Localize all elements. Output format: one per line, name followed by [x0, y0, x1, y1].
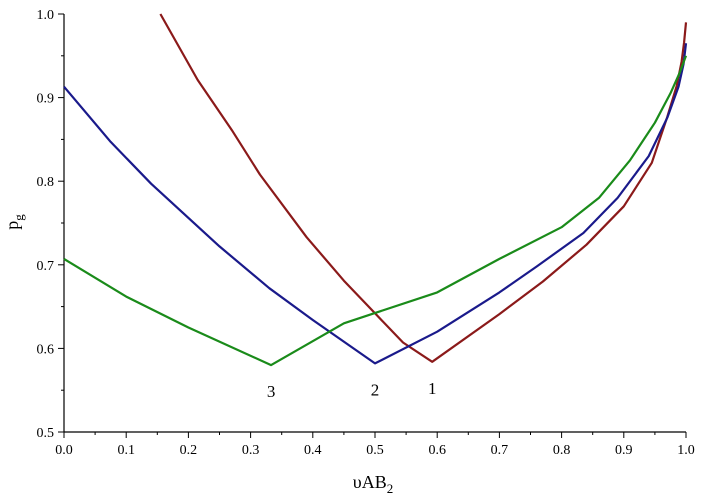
x-axis-title: υAB2 — [353, 472, 393, 496]
y-axis-title-main: p — [2, 221, 22, 230]
series-line-1 — [159, 13, 688, 363]
axis-titles: υAB2 pg — [2, 214, 393, 496]
x-tick-label: 0.4 — [304, 443, 322, 458]
y-tick-label: 0.8 — [37, 175, 55, 190]
x-tick-label: 0.3 — [242, 443, 260, 458]
y-tick-label: 0.6 — [37, 342, 55, 357]
y-tick-label: 0.9 — [37, 92, 55, 107]
x-tick-label: 0.8 — [553, 443, 571, 458]
x-tick-label: 0.2 — [180, 443, 198, 458]
y-tick-label: 1.0 — [37, 8, 55, 23]
axes: 0.0 0.1 0.2 0.3 0.4 0.5 0.6 0.7 0.8 0.9 1.0 0.5 0.6 0… — [37, 8, 695, 458]
x-tick-label: 0.5 — [366, 443, 384, 458]
x-axis-title-sub: 2 — [387, 481, 394, 496]
x-axis-title-main: υAB — [353, 472, 387, 492]
curve-label-1: 1 — [428, 379, 437, 398]
series-line-2 — [63, 43, 688, 365]
y-axis-title: pg — [2, 214, 26, 230]
x-tick-label: 0.9 — [615, 443, 633, 458]
curve-label-3: 3 — [267, 382, 276, 401]
y-axis-title-sub: g — [11, 214, 26, 221]
series-group — [63, 13, 688, 367]
x-tick-label: 0.7 — [491, 443, 509, 458]
x-tick-label: 0.1 — [117, 443, 135, 458]
curve-labels: 1 2 3 — [267, 379, 437, 401]
y-tick-label: 0.7 — [37, 259, 55, 274]
series-line-3 — [63, 55, 688, 367]
x-tick-label: 0.6 — [428, 443, 446, 458]
y-tick-label: 0.5 — [37, 426, 55, 441]
curve-label-2: 2 — [371, 380, 380, 399]
x-tick-label: 1.0 — [677, 443, 695, 458]
x-tick-label: 0.0 — [55, 443, 73, 458]
